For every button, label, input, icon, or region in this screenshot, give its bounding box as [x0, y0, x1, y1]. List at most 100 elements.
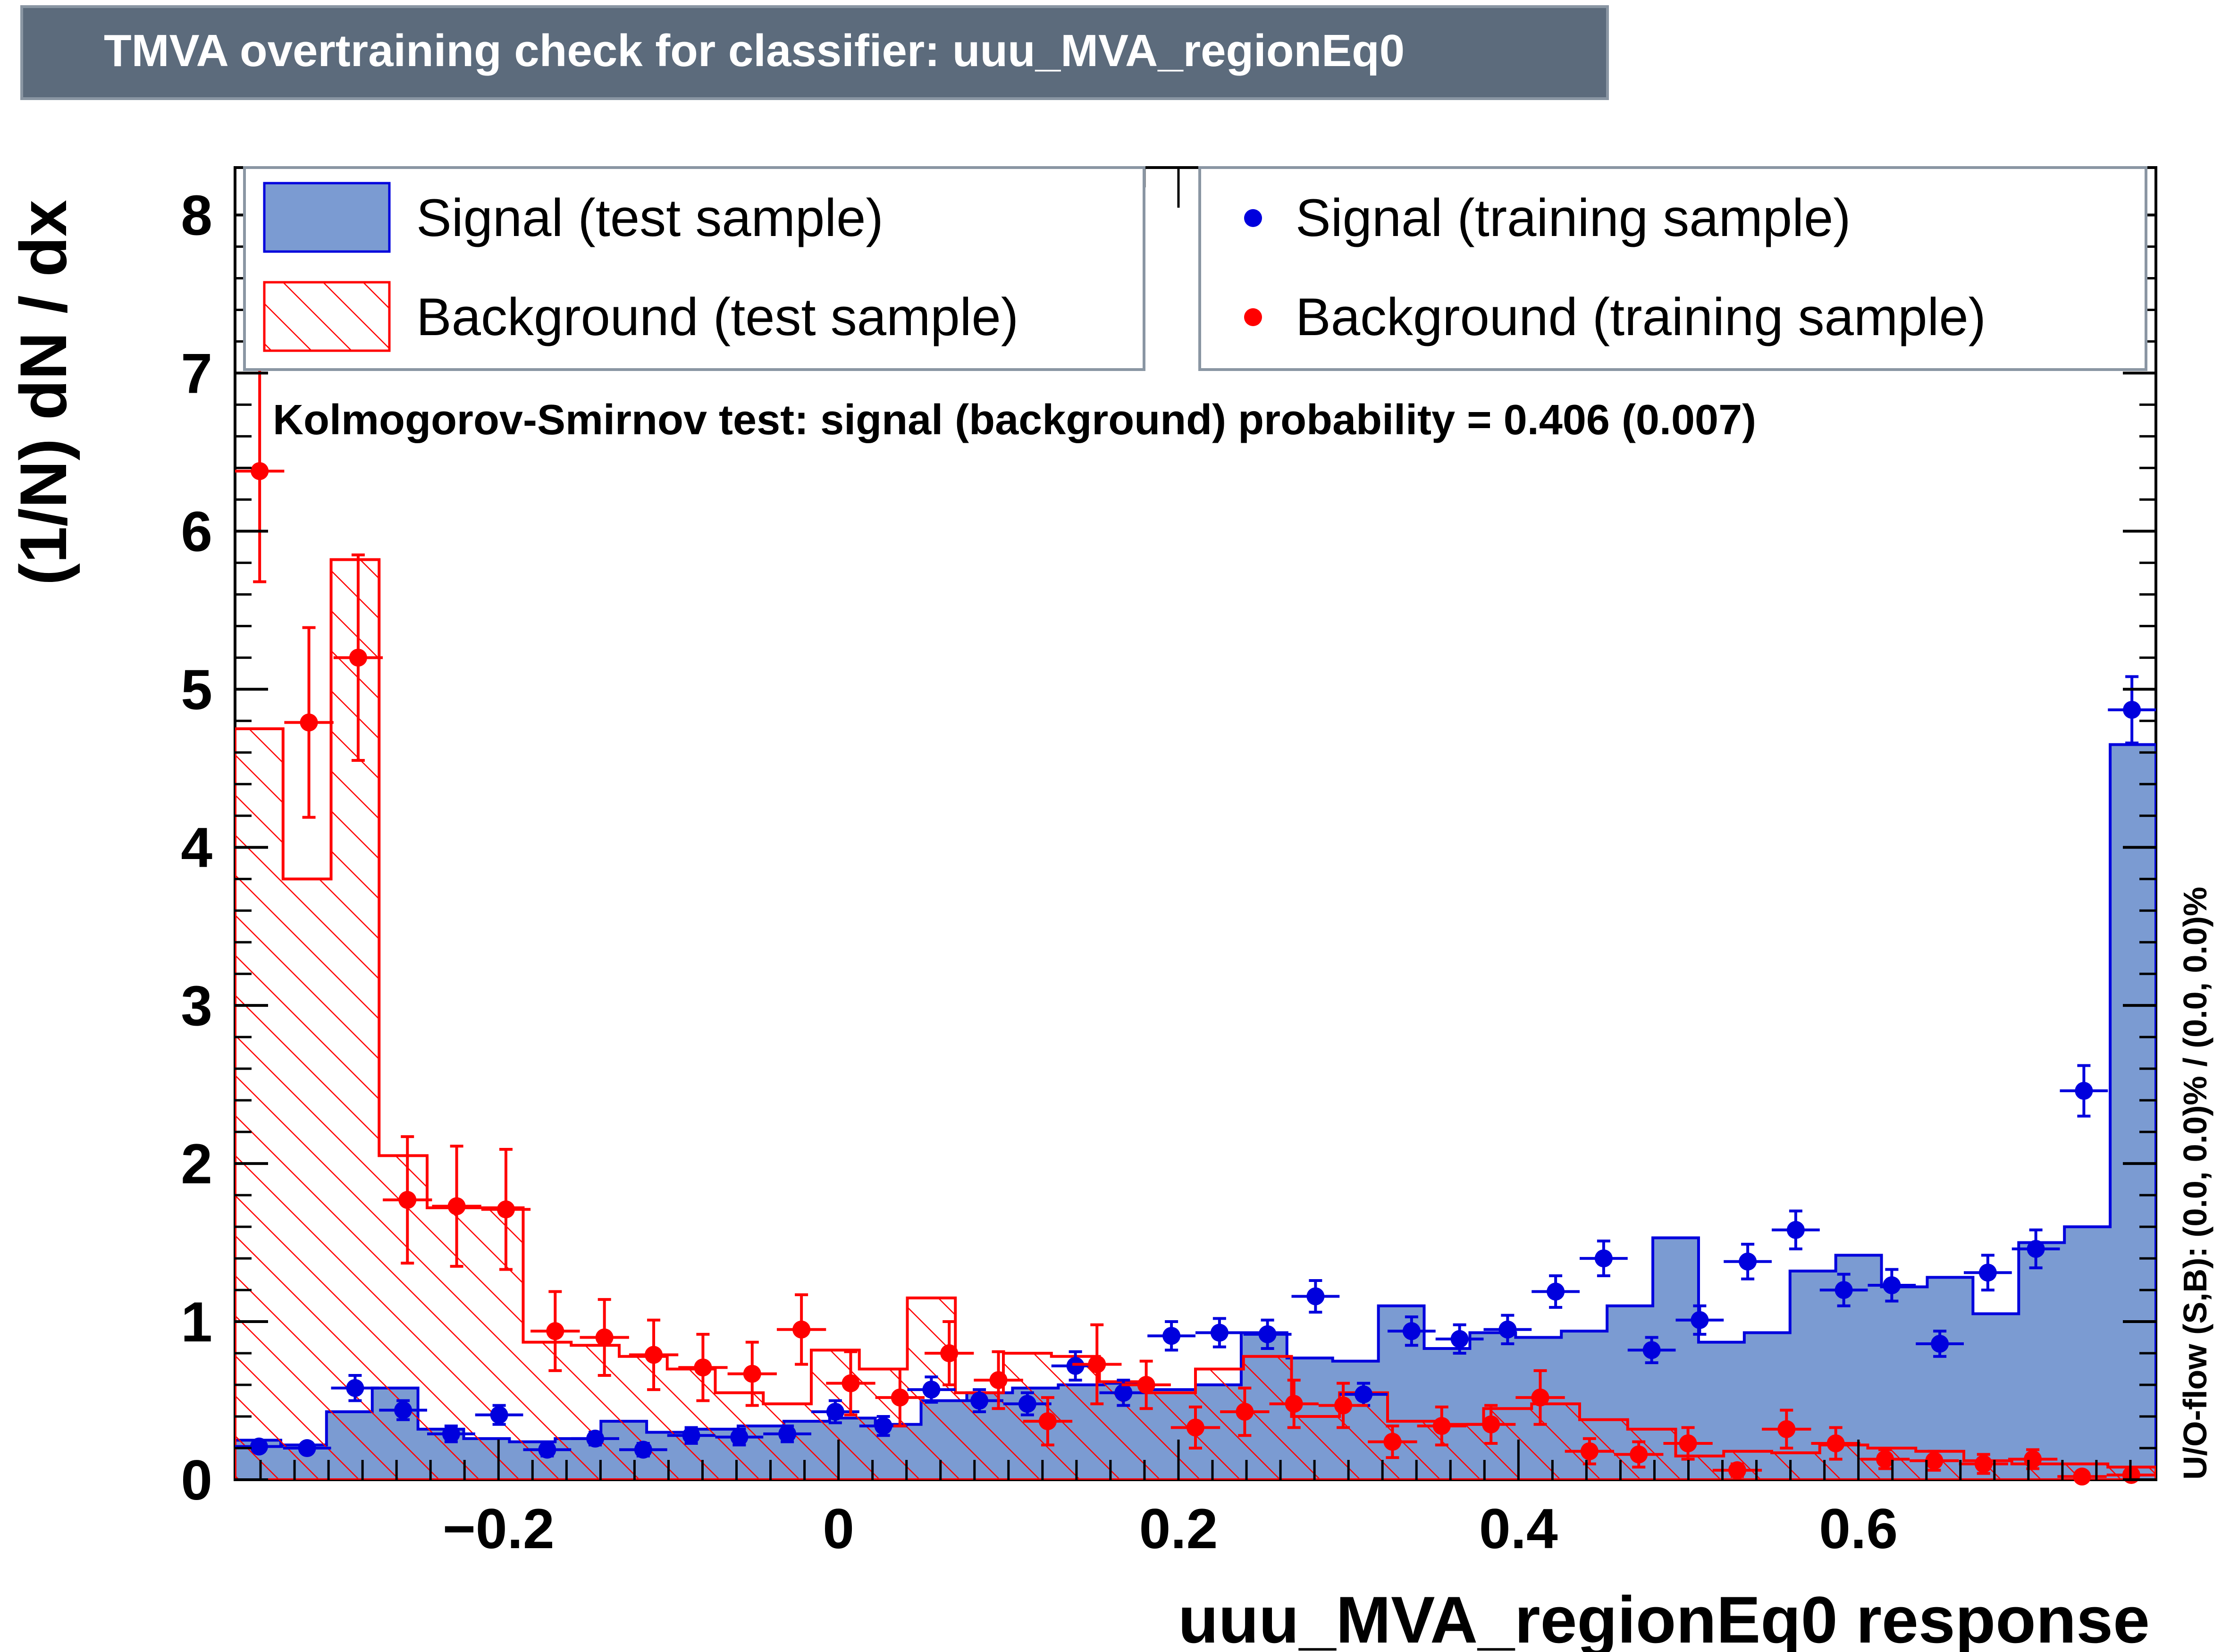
y-tick-label: 4: [181, 816, 212, 879]
legend-background-train-label: Background (training sample): [1296, 287, 1986, 346]
background-train-marker: [1038, 1412, 1057, 1431]
background-training-points: [235, 359, 2156, 1486]
signal-train-marker: [538, 1441, 556, 1459]
signal-train-marker: [1258, 1325, 1277, 1343]
background-train-marker: [1974, 1455, 1993, 1473]
background-train-marker: [1826, 1434, 1845, 1452]
background-train-marker: [1531, 1388, 1549, 1407]
background-train-marker: [1334, 1396, 1353, 1415]
background-train-marker: [1137, 1376, 1155, 1394]
signal-train-point: [811, 1399, 859, 1424]
x-tick-label: 0.6: [1819, 1497, 1898, 1560]
signal-train-point: [1003, 1391, 1052, 1416]
signal-train-point: [283, 1439, 331, 1458]
x-tick-label: −0.2: [443, 1497, 555, 1560]
legend: Signal (test sample) Background (test sa…: [243, 166, 2147, 371]
signal-train-marker: [1162, 1327, 1181, 1345]
background-train-marker: [300, 713, 318, 732]
chart-title: TMVA overtraining check for classifier: …: [104, 25, 1405, 76]
signal-train-marker: [1739, 1252, 1757, 1271]
signal-train-marker: [298, 1439, 316, 1458]
x-axis-title: uuu_MVA_regionEq0 response: [1178, 1583, 2150, 1652]
signal-train-marker: [778, 1424, 797, 1443]
signal-train-marker: [1498, 1320, 1517, 1339]
signal-train-point: [955, 1388, 1003, 1413]
signal-train-marker: [970, 1391, 989, 1410]
background-train-point: [2057, 1467, 2107, 1486]
signal-train-point: [571, 1429, 619, 1448]
background-train-point: [1220, 1386, 1270, 1437]
background-train-point: [580, 1298, 629, 1377]
signal-train-point: [2108, 675, 2156, 745]
background-train-point: [776, 1293, 826, 1366]
background-train-point: [1565, 1437, 1615, 1466]
background-train-point: [925, 1320, 974, 1387]
background-train-marker: [694, 1358, 712, 1377]
background-train-marker: [891, 1388, 909, 1407]
background-train-marker: [1630, 1445, 1648, 1464]
signal-train-point: [619, 1441, 667, 1459]
signal-train-marker: [1402, 1322, 1421, 1340]
y-tick-label: 3: [181, 974, 212, 1037]
signal-train-marker: [1210, 1323, 1229, 1342]
background-train-point: [1663, 1426, 1713, 1461]
signal-train-marker: [1642, 1341, 1661, 1359]
x-tick-label: 0.4: [1479, 1497, 1558, 1560]
background-train-point: [1811, 1426, 1860, 1461]
signal-train-point: [1627, 1336, 1676, 1365]
signal-train-marker: [442, 1424, 460, 1443]
background-train-point: [1023, 1396, 1073, 1447]
signal-train-point: [1435, 1323, 1484, 1355]
signal-train-marker: [922, 1381, 941, 1399]
legend-signal-test-swatch: [263, 182, 391, 253]
background-train-point: [383, 1135, 432, 1265]
background-train-point: [1515, 1369, 1565, 1426]
signal-train-point: [235, 1437, 283, 1456]
background-train-point: [1712, 1461, 1762, 1479]
background-train-point: [1762, 1408, 1811, 1450]
signal-train-marker: [1355, 1385, 1373, 1404]
background-train-marker: [792, 1320, 811, 1339]
background-train-point: [1417, 1405, 1466, 1447]
signal-train-marker: [1547, 1282, 1565, 1301]
y-tick-label: 8: [181, 184, 212, 247]
background-train-point: [432, 1145, 481, 1268]
signal-train-point: [2011, 1228, 2060, 1270]
signal-train-point: [715, 1427, 764, 1447]
title-banner: [20, 5, 1609, 100]
background-train-marker: [1432, 1417, 1451, 1435]
background-train-point: [1368, 1424, 1417, 1459]
background-train-point: [826, 1350, 875, 1416]
legend-background-test-swatch: [263, 281, 391, 352]
signal-train-marker: [730, 1428, 749, 1446]
background-train-point: [1072, 1323, 1122, 1406]
background-train-marker: [1383, 1433, 1402, 1451]
x-tick-label: 0: [823, 1497, 854, 1560]
signal-train-point: [475, 1404, 523, 1426]
signal-training-points: [235, 675, 2156, 1459]
signal-train-marker: [1114, 1383, 1133, 1402]
background-train-marker: [349, 649, 367, 667]
signal-train-point: [379, 1399, 427, 1421]
signal-train-point: [1772, 1209, 1820, 1250]
legend-signal-test-label: Signal (test sample): [416, 188, 884, 247]
background-train-point: [333, 553, 383, 762]
signal-train-point: [667, 1426, 715, 1445]
legend-background-train-marker: [1244, 308, 1262, 326]
signal-train-marker: [874, 1417, 892, 1435]
signal-train-marker: [394, 1401, 412, 1419]
background-train-point: [481, 1147, 531, 1271]
legend-signal-train-label: Signal (training sample): [1296, 188, 1851, 247]
signal-train-point: [2060, 1064, 2108, 1118]
signal-train-marker: [346, 1379, 364, 1397]
signal-train-point: [1964, 1254, 2012, 1292]
background-train-point: [875, 1367, 925, 1428]
x-tick-label: 0.2: [1139, 1497, 1218, 1560]
signal-train-marker: [1018, 1395, 1036, 1413]
signal-train-point: [907, 1375, 956, 1404]
background-train-marker: [2073, 1467, 2091, 1486]
signal-train-marker: [2123, 700, 2141, 719]
signal-train-point: [1483, 1314, 1532, 1345]
signal-train-point: [763, 1424, 811, 1443]
